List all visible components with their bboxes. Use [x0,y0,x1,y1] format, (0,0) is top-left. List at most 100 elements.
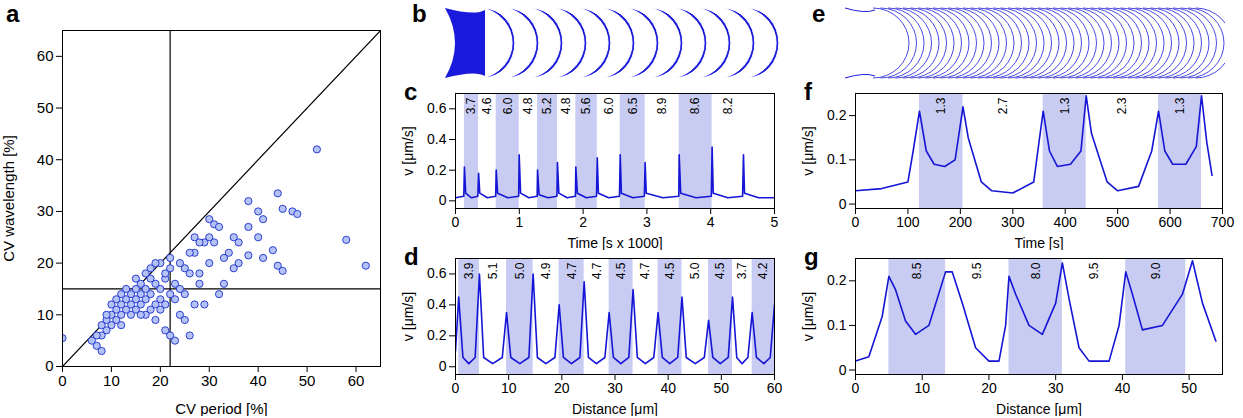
svg-text:0: 0 [452,214,460,230]
svg-text:v [μm/s]: v [μm/s] [800,292,816,341]
svg-text:0.2: 0.2 [827,107,847,123]
svg-text:10: 10 [37,306,54,323]
svg-text:20: 20 [981,380,997,396]
svg-text:Time [s]: Time [s] [1014,235,1063,251]
svg-text:500: 500 [1106,214,1130,230]
svg-text:40: 40 [37,151,54,168]
svg-text:0.6: 0.6 [427,265,447,281]
svg-text:0.4: 0.4 [427,131,447,147]
svg-text:0.1: 0.1 [827,317,847,333]
svg-text:6.56.5: 6.56.5 [626,97,640,114]
svg-text:0: 0 [452,380,460,396]
svg-text:100: 100 [896,214,920,230]
svg-text:0: 0 [839,196,847,212]
svg-text:3.73.7: 3.73.7 [735,262,749,279]
svg-text:30: 30 [201,372,218,389]
svg-text:700: 700 [1211,214,1235,230]
svg-text:0.2: 0.2 [427,327,447,343]
svg-text:4.84.8: 4.84.8 [521,97,535,114]
svg-text:50: 50 [714,380,730,396]
svg-text:0.1: 0.1 [827,151,847,167]
svg-text:9.59.5: 9.59.5 [970,262,984,279]
svg-text:0: 0 [45,357,53,374]
svg-text:8.28.2: 8.28.2 [721,97,735,114]
svg-text:6.06: 6.06 [602,97,616,114]
svg-text:0: 0 [439,358,447,374]
svg-text:10: 10 [914,380,930,396]
svg-text:9.59.5: 9.59.5 [1087,262,1101,279]
svg-text:CV wavelength [%]: CV wavelength [%] [0,135,17,262]
svg-text:2.72.7: 2.72.7 [996,97,1010,114]
svg-text:60: 60 [37,47,54,64]
svg-text:4.74.7: 4.74.7 [638,262,652,279]
svg-text:40: 40 [1115,380,1131,396]
svg-text:0.2: 0.2 [427,162,447,178]
svg-text:4.64.6: 4.64.6 [480,97,494,114]
svg-text:0.6: 0.6 [427,100,447,116]
svg-text:8.98.9: 8.98.9 [655,97,669,114]
svg-text:v [μm/s]: v [μm/s] [400,126,416,175]
svg-text:0: 0 [852,214,860,230]
svg-text:10: 10 [501,380,517,396]
svg-text:Time [s x 1000]: Time [s x 1000] [567,235,662,251]
svg-text:30: 30 [37,202,54,219]
svg-text:4.54.5: 4.54.5 [614,262,628,279]
svg-text:5.15.1: 5.15.1 [486,262,500,279]
svg-text:4.74.7: 4.74.7 [565,262,579,279]
svg-text:50: 50 [1181,380,1197,396]
svg-text:60: 60 [767,380,783,396]
svg-text:200: 200 [949,214,973,230]
svg-text:20: 20 [152,372,169,389]
svg-text:8.08: 8.08 [1029,262,1043,279]
svg-text:4.74.7: 4.74.7 [589,262,603,279]
svg-text:4.94.9: 4.94.9 [539,262,553,279]
svg-text:40: 40 [660,380,676,396]
svg-text:1.31.3: 1.31.3 [1058,97,1072,114]
svg-text:5.05: 5.05 [688,262,702,279]
svg-text:3: 3 [643,214,651,230]
svg-text:30: 30 [607,380,623,396]
svg-text:CV period [%]: CV period [%] [175,400,268,417]
svg-text:3.93.9: 3.93.9 [462,262,476,279]
svg-text:Distance [μm]: Distance [μm] [572,401,658,417]
svg-text:60: 60 [348,372,365,389]
svg-text:1: 1 [515,214,523,230]
svg-text:0.4: 0.4 [427,296,447,312]
svg-text:0: 0 [839,362,847,378]
svg-text:8.68.6: 8.68.6 [688,97,702,114]
svg-text:2.32.3: 2.32.3 [1115,97,1129,114]
svg-text:4.84.8: 4.84.8 [559,97,573,114]
svg-text:0: 0 [58,372,66,389]
svg-text:5.65.6: 5.65.6 [579,97,593,114]
svg-text:1.31.3: 1.31.3 [934,97,948,114]
svg-text:4.24.2: 4.24.2 [756,262,770,279]
svg-text:6.06: 6.06 [501,97,515,114]
svg-text:50: 50 [37,99,54,116]
svg-text:8.58.5: 8.58.5 [910,262,924,279]
svg-text:4.54.5: 4.54.5 [713,262,727,279]
svg-text:4: 4 [707,214,715,230]
svg-text:40: 40 [250,372,267,389]
svg-text:0: 0 [852,380,860,396]
svg-text:v [μm/s]: v [μm/s] [800,126,816,175]
svg-text:300: 300 [1001,214,1025,230]
svg-text:600: 600 [1158,214,1182,230]
svg-text:v [μm/s]: v [μm/s] [400,292,416,341]
svg-text:10: 10 [103,372,120,389]
svg-text:0: 0 [439,192,447,208]
svg-text:4.54.5: 4.54.5 [663,262,677,279]
svg-text:1.31.3: 1.31.3 [1173,97,1187,114]
svg-text:0.2: 0.2 [827,272,847,288]
svg-text:20: 20 [554,380,570,396]
svg-text:50: 50 [299,372,316,389]
svg-text:5.05: 5.05 [513,262,527,279]
svg-text:3.73.7: 3.73.7 [464,97,478,114]
svg-text:9.09: 9.09 [1149,262,1163,279]
svg-text:2: 2 [579,214,587,230]
svg-text:400: 400 [1054,214,1078,230]
svg-text:Distance [μm]: Distance [μm] [996,401,1082,417]
svg-text:30: 30 [1048,380,1064,396]
svg-text:20: 20 [37,254,54,271]
svg-text:5: 5 [771,214,779,230]
svg-text:5.25.2: 5.25.2 [540,97,554,114]
